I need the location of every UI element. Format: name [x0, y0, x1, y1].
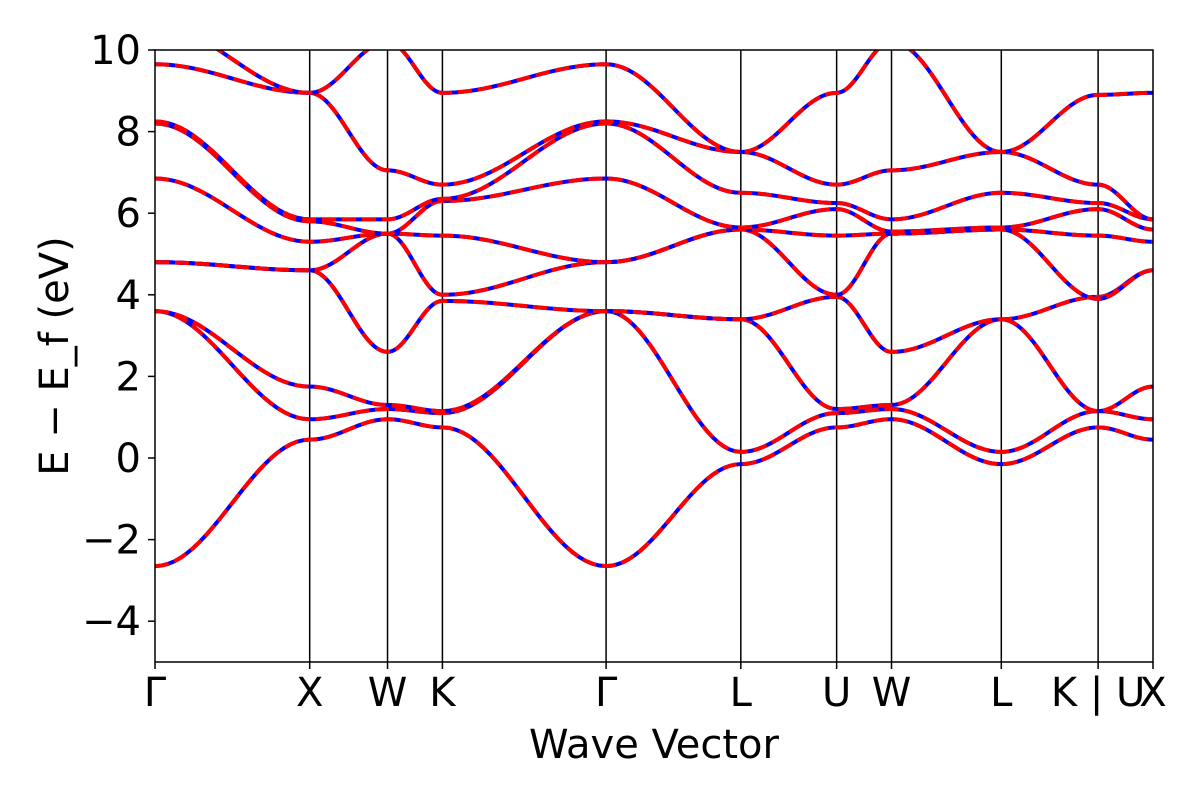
band-line-dashed	[155, 309, 1153, 454]
y-tick-label: 6	[116, 191, 141, 237]
y-tick-label: 10	[90, 28, 141, 74]
x-tick-label: X	[296, 670, 323, 716]
x-tick-label: L	[730, 670, 753, 716]
y-tick-label: 8	[116, 110, 141, 156]
band-line-dashed	[155, 119, 1153, 222]
y-axis-title: E − E_f (eV)	[32, 236, 78, 475]
y-tick-label: −2	[82, 518, 141, 564]
x-tick-label: W	[872, 670, 912, 716]
band-line-dashed	[155, 260, 1153, 354]
x-tick-label: W	[368, 670, 408, 716]
x-tick-label: Γ	[595, 670, 618, 716]
plot-frame	[154, 49, 1154, 663]
x-tick-label: K | U	[1051, 670, 1145, 716]
y-tick-label: 2	[116, 354, 141, 400]
band-line-dashed	[215, 50, 1153, 155]
x-tick-label: Γ	[144, 670, 167, 716]
band-line-dashed	[155, 227, 1153, 301]
band-line-dashed	[155, 121, 1153, 236]
y-axis: −4 −2 0 2 4 6 8 10	[82, 28, 155, 645]
y-tick-label: 0	[116, 436, 141, 482]
y-tick-label: −4	[82, 599, 141, 645]
band-line-dashed	[155, 176, 1153, 265]
x-tick-label: X	[1139, 670, 1166, 716]
band-line-dashed	[155, 417, 1153, 569]
y-tick-label: 4	[116, 273, 141, 319]
x-tick-label: K	[429, 670, 457, 716]
x-tick-label: U	[822, 670, 851, 716]
x-axis-title: Wave Vector	[529, 722, 780, 768]
x-tick-label: L	[990, 670, 1013, 716]
bands-layer	[155, 50, 1153, 569]
